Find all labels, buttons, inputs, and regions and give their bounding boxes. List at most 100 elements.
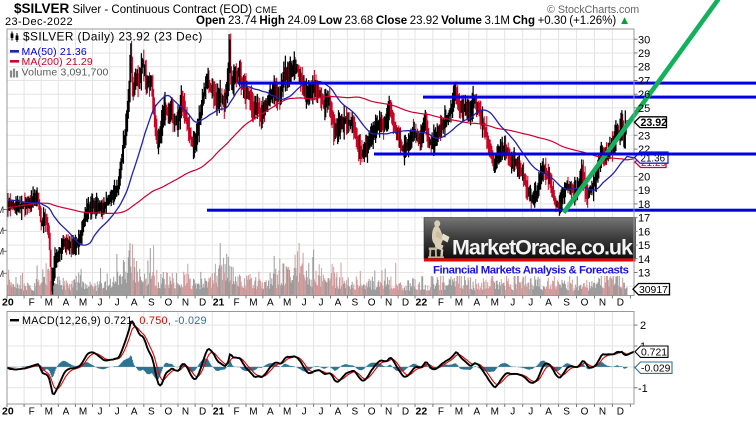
svg-text:N: N: [599, 298, 606, 309]
svg-text:J: J: [302, 407, 307, 418]
svg-text:A: A: [63, 298, 70, 309]
svg-text:A: A: [473, 407, 480, 418]
svg-text:$SILVER (Daily) 23.92 (23 Dec): $SILVER (Daily) 23.92 (23 Dec): [23, 30, 203, 44]
svg-text:J: J: [528, 298, 533, 309]
svg-text:MACD(12,26,9) 0.721, 0.750, -0: MACD(12,26,9) 0.721, 0.750, -0.029: [22, 315, 207, 327]
svg-text:30: 30: [638, 34, 650, 46]
svg-text:F: F: [233, 298, 239, 309]
svg-text:A: A: [267, 407, 274, 418]
svg-text:16: 16: [638, 226, 650, 238]
svg-text:27: 27: [638, 76, 650, 88]
svg-text:S: S: [351, 298, 358, 309]
svg-text:17: 17: [638, 213, 650, 225]
svg-text:28: 28: [638, 62, 650, 74]
svg-text:-1: -1: [638, 383, 648, 395]
svg-text:20: 20: [638, 172, 650, 184]
svg-text:M: M: [45, 298, 53, 309]
svg-text:21.36: 21.36: [641, 153, 666, 164]
svg-text:J: J: [319, 298, 324, 309]
svg-text:M: M: [249, 298, 257, 309]
svg-text:MA(50) 21.36: MA(50) 21.36: [22, 46, 87, 58]
svg-text:23.92: 23.92: [641, 117, 668, 129]
svg-text:0.721: 0.721: [641, 348, 667, 359]
svg-text:13: 13: [638, 268, 650, 280]
svg-text:M: M: [283, 298, 291, 309]
svg-text:22: 22: [416, 406, 428, 418]
svg-text:A: A: [545, 407, 552, 418]
svg-text:O: O: [581, 407, 589, 418]
svg-text:A: A: [63, 407, 70, 418]
svg-text:Financial Markets Analysis & F: Financial Markets Analysis & Forecasts: [433, 264, 629, 276]
svg-text:M: M: [79, 298, 87, 309]
svg-text:O: O: [581, 298, 589, 309]
svg-text:A: A: [131, 407, 138, 418]
svg-text:N: N: [599, 407, 606, 418]
svg-text:15: 15: [638, 240, 650, 252]
svg-text:25: 25: [638, 103, 650, 115]
svg-text:J: J: [115, 298, 120, 309]
svg-text:-0.029: -0.029: [641, 364, 671, 375]
svg-text:2.5M: 2.5M: [0, 269, 4, 280]
svg-text:F: F: [29, 298, 35, 309]
svg-text:J: J: [528, 407, 533, 418]
svg-text:O: O: [368, 298, 376, 309]
svg-text:20: 20: [2, 297, 14, 309]
svg-text:D: D: [199, 298, 206, 309]
svg-text:S: S: [148, 298, 155, 309]
svg-text:5.0M: 5.0M: [0, 247, 4, 258]
svg-text:D: D: [617, 298, 624, 309]
svg-text:M: M: [283, 407, 291, 418]
svg-text:26: 26: [638, 89, 650, 101]
svg-text:22: 22: [416, 297, 428, 309]
svg-text:N: N: [182, 407, 189, 418]
svg-text:10M: 10M: [0, 205, 4, 216]
svg-text:Volume 3,091,700: Volume 3,091,700: [22, 67, 109, 79]
svg-text:D: D: [402, 407, 409, 418]
svg-text:O: O: [368, 407, 376, 418]
svg-text:J: J: [510, 407, 515, 418]
svg-text:O: O: [165, 298, 173, 309]
svg-text:D: D: [617, 407, 624, 418]
svg-text:M: M: [455, 298, 463, 309]
svg-text:F: F: [438, 298, 444, 309]
svg-text:2: 2: [640, 320, 646, 332]
svg-text:S: S: [563, 407, 570, 418]
svg-text:M: M: [491, 407, 499, 418]
svg-text:S: S: [351, 407, 358, 418]
svg-text:M: M: [249, 407, 257, 418]
svg-text:F: F: [233, 407, 239, 418]
svg-text:21: 21: [213, 297, 225, 309]
svg-text:M: M: [491, 298, 499, 309]
svg-text:N: N: [385, 298, 392, 309]
svg-text:S: S: [563, 298, 570, 309]
svg-text:A: A: [473, 298, 480, 309]
svg-text:A: A: [545, 298, 552, 309]
svg-text:M: M: [455, 407, 463, 418]
svg-text:J: J: [115, 407, 120, 418]
svg-text:30917: 30917: [639, 285, 668, 296]
svg-text:MarketOracle.co.uk: MarketOracle.co.uk: [452, 236, 633, 260]
svg-text:23: 23: [638, 130, 650, 142]
svg-text:7.5M: 7.5M: [0, 226, 4, 237]
svg-text:M: M: [45, 407, 53, 418]
svg-text:N: N: [385, 407, 392, 418]
svg-text:A: A: [131, 298, 138, 309]
svg-text:J: J: [98, 298, 103, 309]
svg-text:O: O: [165, 407, 173, 418]
svg-text:A: A: [335, 298, 342, 309]
svg-text:N: N: [182, 298, 189, 309]
svg-text:D: D: [402, 298, 409, 309]
svg-text:M: M: [79, 407, 87, 418]
svg-text:18: 18: [638, 199, 650, 211]
svg-text:J: J: [319, 407, 324, 418]
svg-text:D: D: [199, 407, 206, 418]
svg-text:F: F: [438, 407, 444, 418]
svg-text:J: J: [302, 298, 307, 309]
svg-text:21: 21: [213, 406, 225, 418]
svg-text:19: 19: [638, 185, 650, 197]
svg-text:S: S: [148, 407, 155, 418]
svg-text:A: A: [335, 407, 342, 418]
svg-text:29: 29: [638, 48, 650, 60]
svg-text:20: 20: [2, 406, 14, 418]
svg-text:J: J: [98, 407, 103, 418]
